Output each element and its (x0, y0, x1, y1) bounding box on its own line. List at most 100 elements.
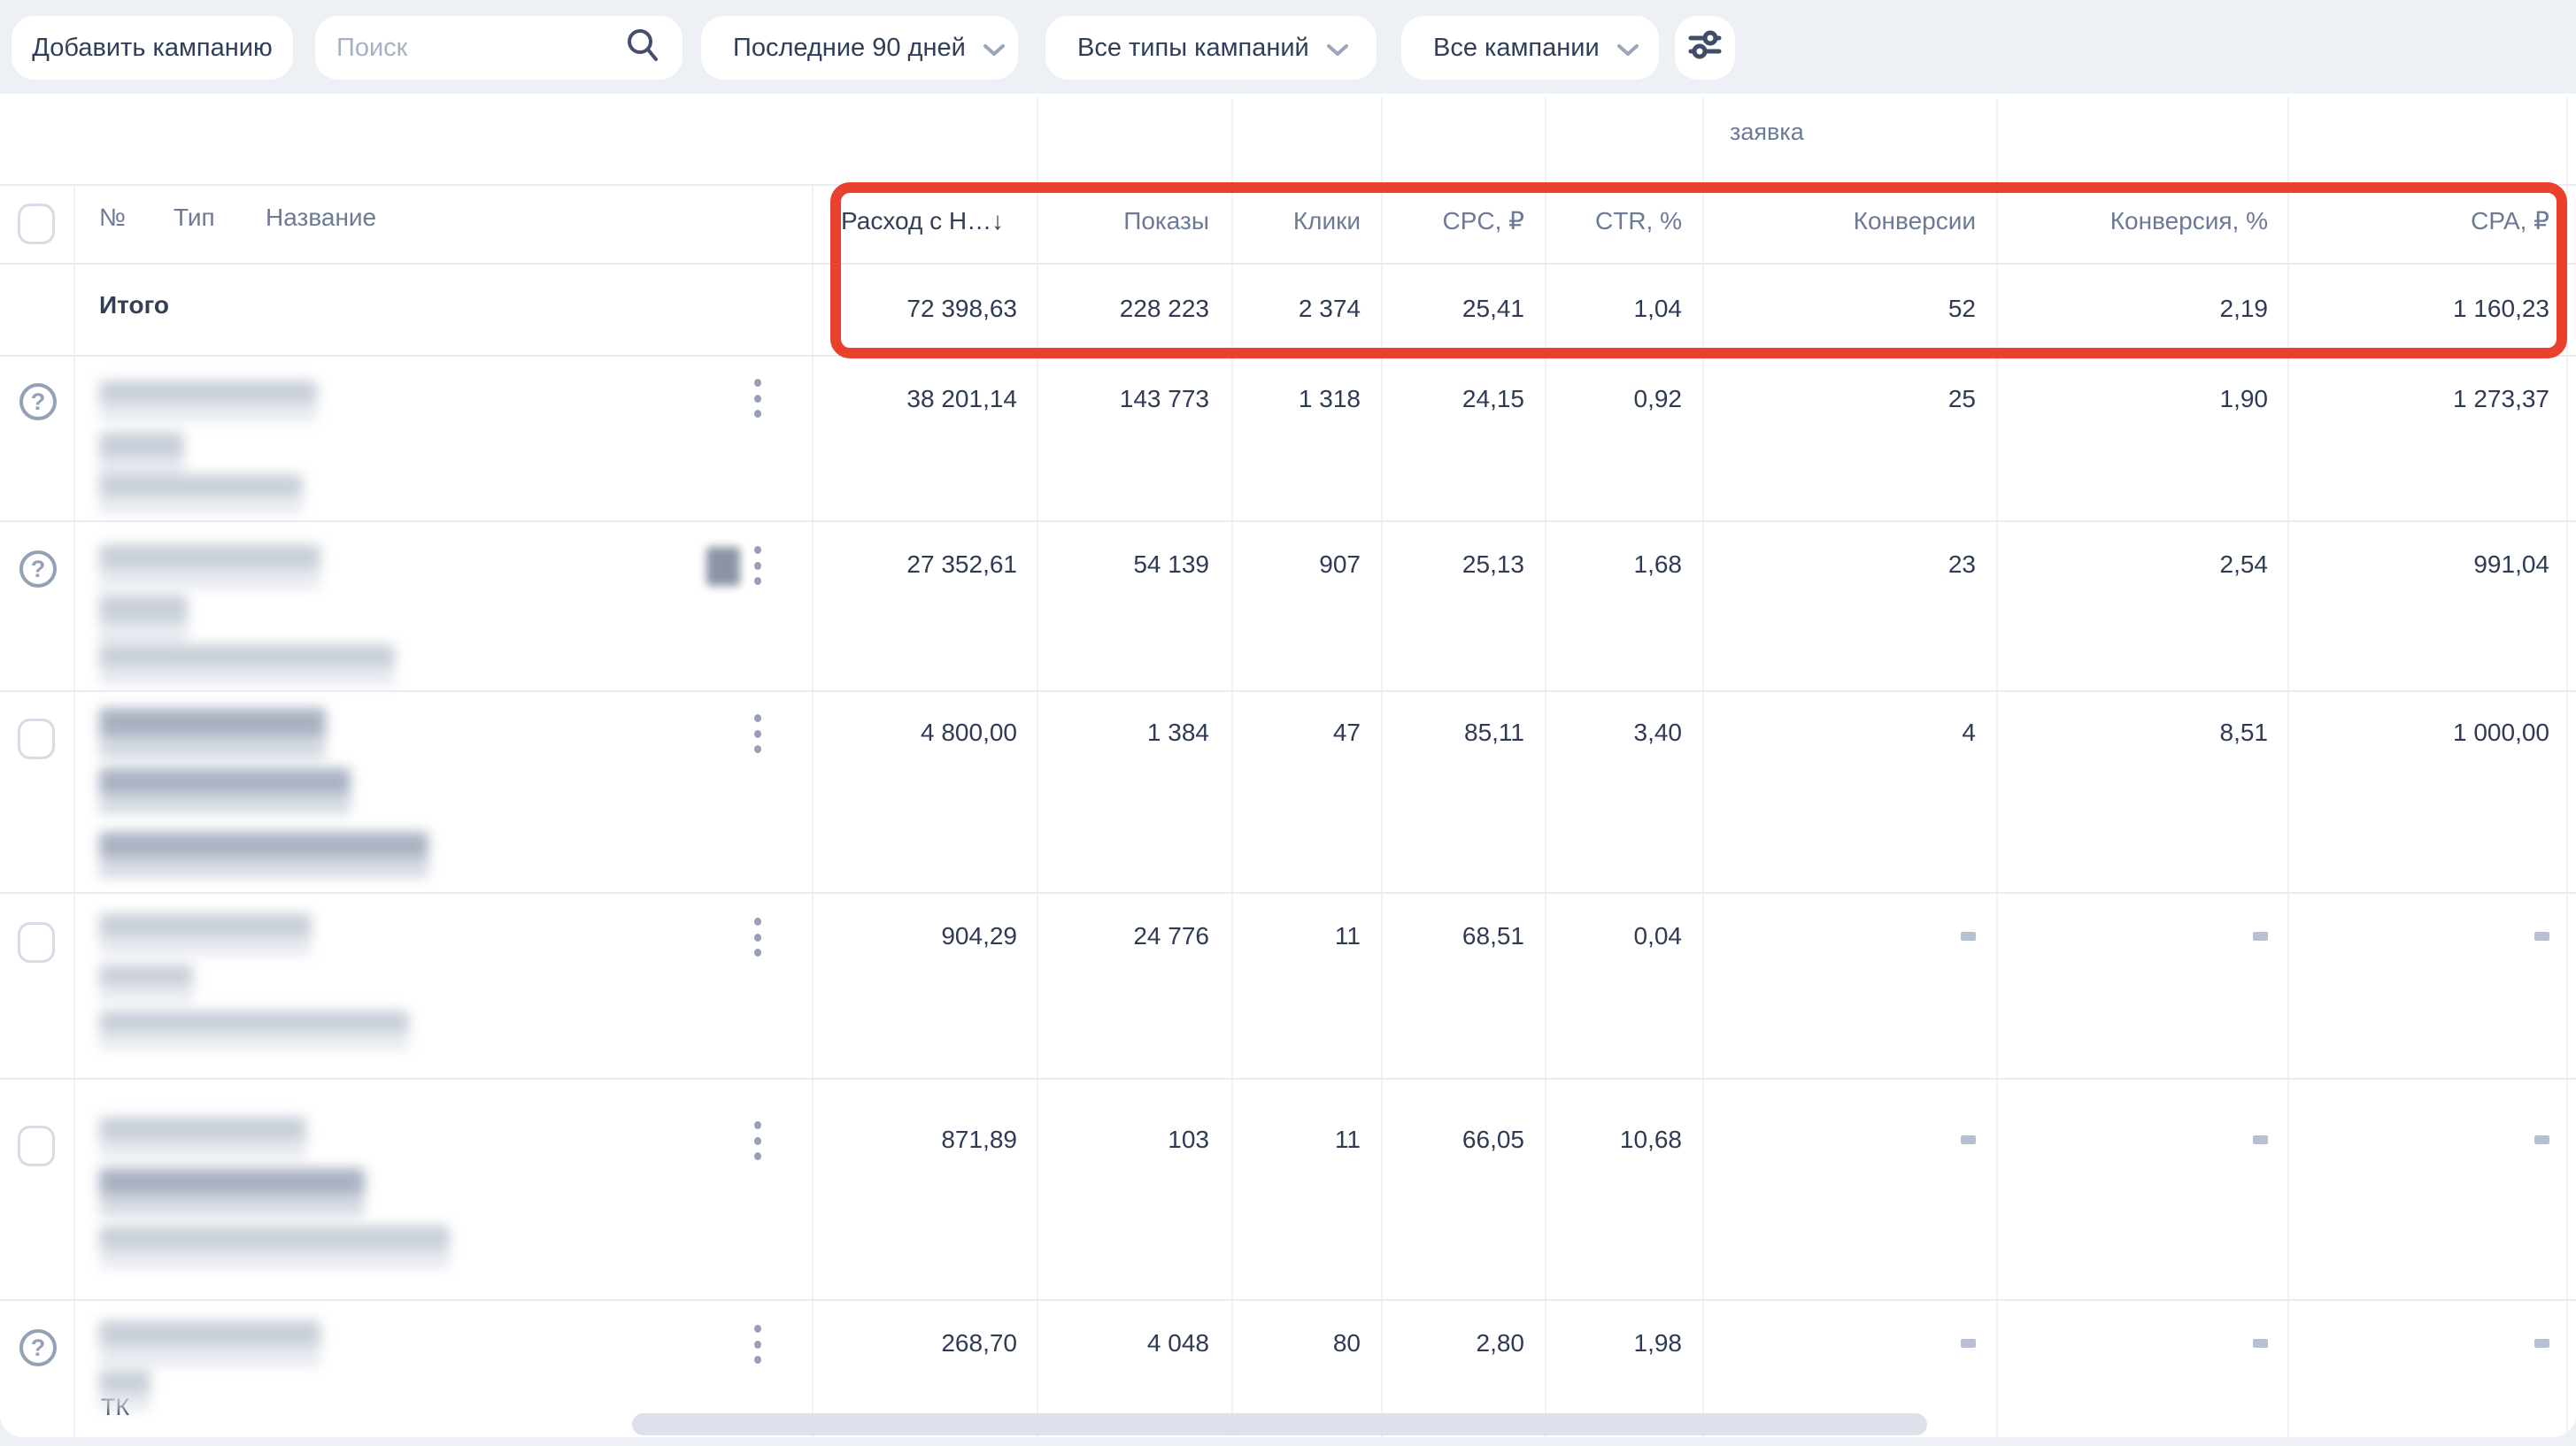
column-header-clicks[interactable]: Клики (1292, 207, 1361, 235)
table-settings-button[interactable] (1675, 16, 1735, 80)
campaign-name-redacted (99, 1011, 409, 1050)
cell-cpc: 68,51 (1462, 922, 1524, 950)
campaign-name-redacted (99, 1370, 150, 1411)
divider (1231, 97, 1233, 1437)
row-checkbox[interactable] (18, 719, 55, 759)
campaign-filter-dropdown[interactable]: Все кампании (1401, 16, 1659, 80)
column-header-conversion-rate[interactable]: Конверсия, % (2109, 207, 2268, 235)
row-menu-icon[interactable] (754, 714, 763, 753)
date-range-dropdown[interactable]: Последние 90 дней (701, 16, 1018, 80)
cell-conversion-rate: 1,90 (2219, 385, 2269, 412)
campaign-badge-redacted (706, 547, 740, 586)
cell-cpc: 66,05 (1462, 1126, 1524, 1153)
divider (0, 355, 2576, 357)
totals-clicks: 2 374 (1298, 295, 1361, 322)
cell-ctr: 1,68 (1633, 550, 1683, 578)
column-header-spend[interactable]: Расход с Н… (841, 207, 992, 235)
cell-conversions-empty: – (1961, 1122, 1976, 1158)
divider (1037, 97, 1038, 1437)
column-header-type[interactable]: Тип (174, 204, 215, 231)
divider (0, 263, 2576, 265)
divider (0, 690, 2576, 692)
totals-conversion-rate: 2,19 (2219, 295, 2269, 322)
row-checkbox[interactable] (18, 922, 55, 963)
cell-clicks: 11 (1334, 922, 1361, 950)
campaign-name-redacted (99, 708, 326, 759)
tune-sliders-icon (1685, 24, 1725, 72)
cell-cpa-empty: – (2534, 1326, 2549, 1361)
campaign-name-redacted (99, 644, 395, 685)
totals-cpc: 25,41 (1462, 295, 1524, 322)
row-menu-icon[interactable] (754, 1121, 763, 1160)
campaign-name-redacted (99, 1117, 306, 1159)
divider (812, 184, 814, 1437)
campaign-name-redacted (99, 1226, 450, 1268)
cell-spend: 268,70 (941, 1329, 1017, 1357)
cell-cpa: 991,04 (2473, 550, 2549, 578)
campaign-name-redacted (99, 913, 312, 956)
cell-cpa-empty: – (2534, 1122, 2549, 1158)
row-menu-icon[interactable] (754, 546, 763, 585)
campaign-name-redacted (99, 595, 188, 644)
sort-desc-icon[interactable]: ↓ (991, 207, 1004, 235)
cell-conversion-rate-empty: – (2253, 919, 2268, 954)
cell-clicks: 907 (1319, 550, 1361, 578)
divider (1545, 97, 1546, 1437)
cell-conversions-empty: – (1961, 919, 1976, 954)
campaign-name-redacted (99, 432, 184, 478)
chevron-down-icon (1325, 36, 1350, 65)
campaign-type-dropdown[interactable]: Все типы кампаний (1045, 16, 1377, 80)
cell-cpc: 85,11 (1464, 719, 1524, 746)
column-header-cpa[interactable]: CPA, ₽ (2471, 207, 2549, 235)
divider (1996, 97, 1998, 1437)
cell-conversions: 4 (1962, 719, 1976, 746)
help-status-icon[interactable]: ? (19, 383, 57, 420)
search-input[interactable]: Поиск (315, 16, 683, 80)
cell-impressions: 103 (1168, 1126, 1209, 1153)
search-icon[interactable] (624, 26, 661, 70)
divider (0, 184, 2576, 186)
cell-clicks: 11 (1334, 1126, 1361, 1153)
cell-impressions: 4 048 (1146, 1329, 1209, 1357)
cell-cpc: 25,13 (1462, 550, 1524, 578)
cell-impressions: 24 776 (1133, 922, 1209, 950)
column-header-name[interactable]: Название (266, 204, 377, 231)
cell-impressions: 1 384 (1146, 719, 1209, 746)
totals-cpa: 1 160,23 (2453, 295, 2549, 322)
cell-spend: 38 201,14 (906, 385, 1017, 412)
row-checkbox[interactable] (18, 1126, 55, 1166)
campaign-name-redacted (99, 768, 351, 814)
campaign-type-value: Все типы кампаний (1077, 33, 1309, 62)
row-menu-icon[interactable] (754, 918, 763, 957)
goal-group-label: заявка (1730, 119, 1804, 145)
campaign-name-redacted (99, 965, 193, 1002)
totals-spend: 72 398,63 (906, 295, 1017, 322)
cell-conversions-empty: – (1961, 1326, 1976, 1361)
column-header-conversions[interactable]: Конверсии (1853, 207, 1976, 235)
help-status-icon[interactable]: ? (19, 550, 57, 588)
horizontal-scrollbar[interactable] (632, 1413, 1927, 1435)
cell-clicks: 1 318 (1298, 385, 1361, 412)
row-menu-icon[interactable] (754, 379, 763, 418)
campaign-name-redacted (99, 832, 428, 878)
column-header-cpc[interactable]: CPC, ₽ (1442, 207, 1525, 235)
totals-conversions: 52 (1947, 295, 1976, 322)
select-all-checkbox[interactable] (18, 204, 55, 244)
cell-cpa-empty: – (2534, 919, 2549, 954)
column-header-impressions[interactable]: Показы (1123, 207, 1209, 235)
search-placeholder: Поиск (336, 33, 408, 62)
column-header-num[interactable]: № (99, 204, 127, 231)
help-status-icon[interactable]: ? (19, 1329, 57, 1366)
cell-ctr: 10,68 (1619, 1126, 1682, 1153)
divider (0, 892, 2576, 894)
divider (1702, 97, 1704, 1437)
divider (1381, 97, 1383, 1437)
chevron-down-icon (982, 36, 1006, 65)
column-header-ctr[interactable]: CTR, % (1595, 207, 1682, 235)
row-menu-icon[interactable] (754, 1325, 763, 1364)
add-campaign-button[interactable]: Добавить кампанию (12, 16, 293, 80)
cell-ctr: 0,04 (1633, 922, 1683, 950)
cell-spend: 871,89 (941, 1126, 1017, 1153)
cell-cpa: 1 273,37 (2453, 385, 2549, 412)
